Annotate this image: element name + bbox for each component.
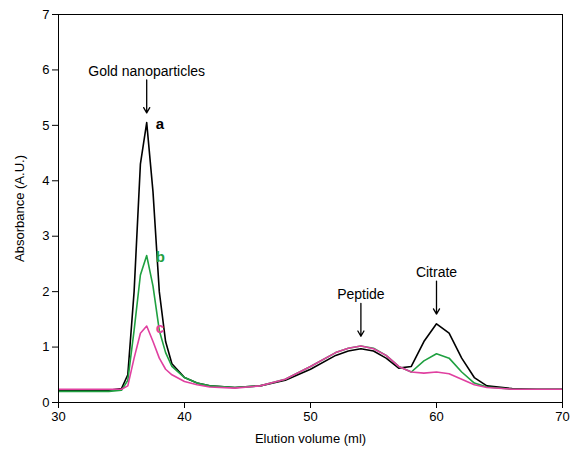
svg-text:0: 0 bbox=[42, 395, 49, 410]
svg-text:c: c bbox=[156, 319, 164, 336]
svg-text:1: 1 bbox=[42, 339, 49, 354]
svg-text:40: 40 bbox=[177, 409, 191, 424]
svg-text:7: 7 bbox=[42, 7, 49, 22]
svg-text:a: a bbox=[156, 115, 165, 132]
svg-text:2: 2 bbox=[42, 284, 49, 299]
svg-text:5: 5 bbox=[42, 118, 49, 133]
svg-text:Absorbance (A.U.): Absorbance (A.U.) bbox=[12, 155, 27, 262]
svg-text:b: b bbox=[156, 248, 165, 265]
svg-text:6: 6 bbox=[42, 62, 49, 77]
svg-text:30: 30 bbox=[51, 409, 65, 424]
svg-text:60: 60 bbox=[429, 409, 443, 424]
svg-text:Peptide: Peptide bbox=[337, 286, 385, 302]
svg-text:Elution volume (ml): Elution volume (ml) bbox=[255, 431, 366, 446]
svg-text:Citrate: Citrate bbox=[416, 264, 457, 280]
svg-text:Gold nanoparticles: Gold nanoparticles bbox=[88, 63, 205, 79]
svg-text:70: 70 bbox=[555, 409, 569, 424]
svg-text:4: 4 bbox=[42, 173, 49, 188]
svg-text:3: 3 bbox=[42, 228, 49, 243]
svg-text:50: 50 bbox=[303, 409, 317, 424]
